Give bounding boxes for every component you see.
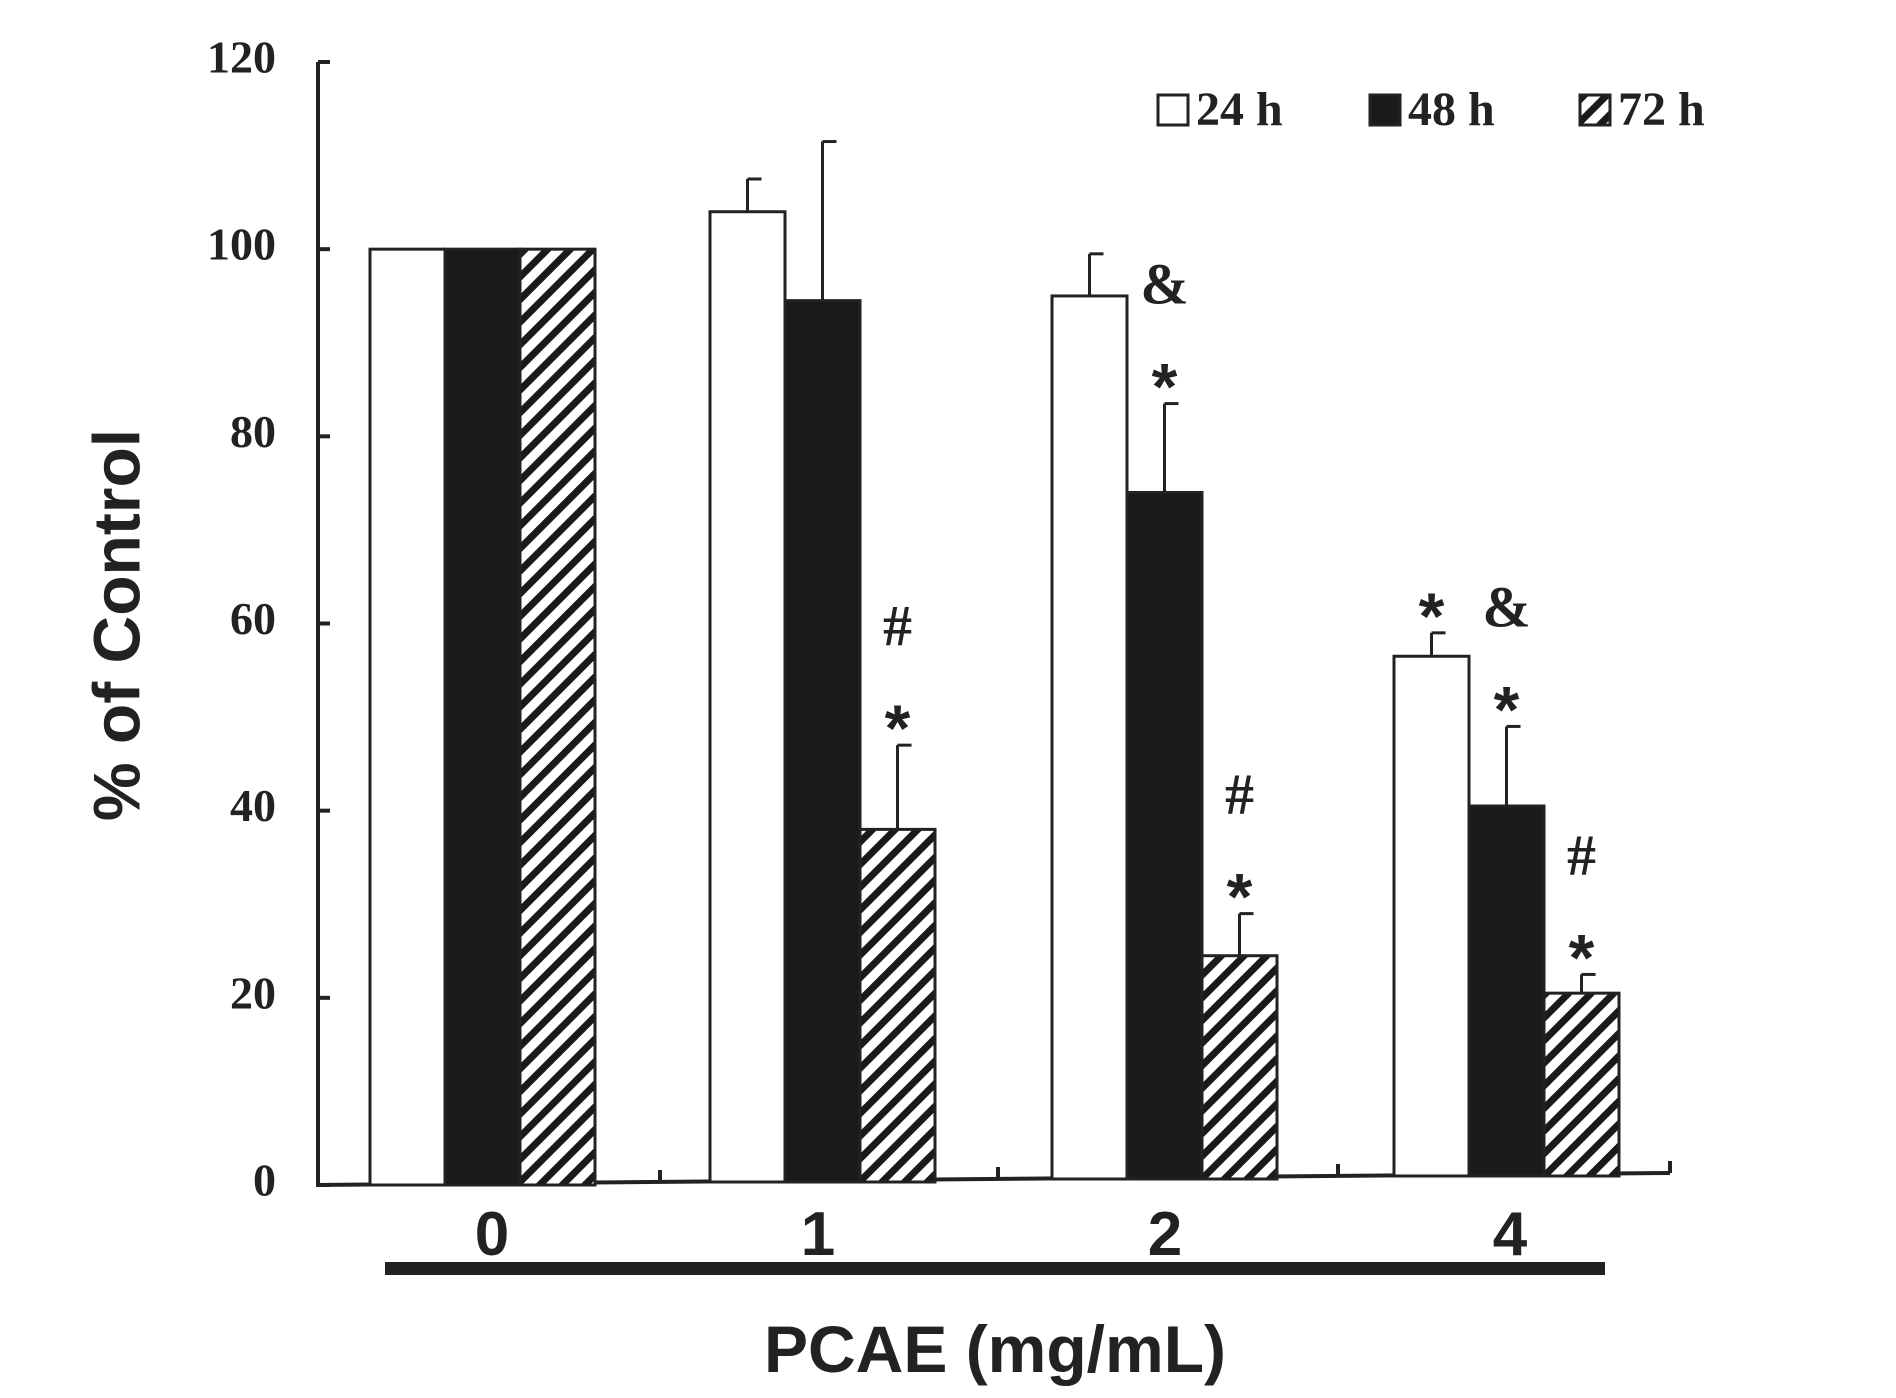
y-tick-label: 80 (230, 406, 276, 457)
legend-swatch (1156, 93, 1190, 127)
significance-star: * (1227, 860, 1253, 934)
legend-swatch (1368, 93, 1402, 127)
significance-star: * (885, 691, 911, 765)
legend-swatch (1578, 93, 1612, 127)
y-tick-label: 60 (230, 593, 276, 644)
bar (1467, 804, 1546, 1178)
legend-label: 48 h (1408, 83, 1495, 136)
y-tick-label: 100 (207, 219, 276, 270)
x-category-label: 0 (475, 1200, 509, 1269)
bar (368, 247, 447, 1187)
bar (1125, 490, 1204, 1181)
y-tick-label: 120 (207, 32, 276, 83)
bar (858, 827, 937, 1184)
x-category-label: 2 (1148, 1200, 1182, 1269)
bar (1200, 954, 1279, 1181)
bar (708, 210, 787, 1184)
y-tick-label: 20 (230, 967, 276, 1018)
significance-hash: # (1567, 822, 1596, 887)
bar (1050, 294, 1129, 1181)
y-tick-label: 0 (253, 1155, 276, 1206)
y-tick-label: 40 (230, 780, 276, 831)
significance-ampersand: & (1140, 252, 1188, 317)
significance-star: * (1494, 672, 1520, 746)
significance-hash: # (883, 593, 912, 658)
legend-label: 72 h (1618, 83, 1705, 136)
bar (443, 247, 522, 1187)
x-category-label: 4 (1493, 1200, 1528, 1269)
bar (1392, 654, 1471, 1178)
bar (1542, 991, 1621, 1178)
x-axis-title: PCAE (mg/mL) (764, 1312, 1226, 1386)
significance-ampersand: & (1482, 574, 1530, 639)
significance-star: * (1419, 579, 1445, 653)
significance-star: * (1569, 920, 1595, 994)
bar (518, 247, 597, 1187)
significance-star: * (1152, 350, 1178, 424)
bar (783, 299, 862, 1184)
x-axis-bar (385, 1262, 1605, 1275)
significance-hash: # (1225, 762, 1254, 827)
legend-label: 24 h (1196, 83, 1283, 136)
y-axis-title: % of Control (79, 429, 153, 821)
x-category-label: 1 (801, 1200, 835, 1269)
